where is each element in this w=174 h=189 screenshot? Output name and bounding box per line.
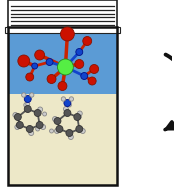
Circle shape — [36, 122, 43, 129]
Bar — [5, 27, 120, 33]
Circle shape — [88, 77, 96, 85]
Circle shape — [29, 130, 34, 136]
Circle shape — [61, 97, 66, 101]
Circle shape — [83, 36, 92, 46]
Circle shape — [18, 55, 30, 67]
Circle shape — [64, 109, 71, 116]
Circle shape — [38, 107, 43, 112]
Circle shape — [81, 73, 88, 80]
Circle shape — [50, 129, 54, 133]
Circle shape — [76, 49, 83, 56]
Circle shape — [76, 125, 83, 132]
Circle shape — [74, 114, 81, 121]
Bar — [8, 94, 117, 185]
Circle shape — [67, 103, 71, 107]
Circle shape — [24, 95, 31, 102]
Bar — [8, 27, 117, 94]
Circle shape — [36, 127, 40, 131]
Circle shape — [32, 63, 38, 69]
Circle shape — [26, 73, 34, 81]
Circle shape — [15, 125, 20, 129]
Circle shape — [35, 50, 45, 60]
Circle shape — [24, 105, 31, 112]
Circle shape — [64, 99, 71, 106]
Circle shape — [75, 60, 84, 68]
Circle shape — [54, 129, 60, 133]
Circle shape — [14, 114, 21, 121]
Circle shape — [46, 59, 53, 66]
Circle shape — [56, 125, 63, 132]
Circle shape — [54, 118, 61, 125]
Circle shape — [90, 64, 99, 74]
Circle shape — [58, 81, 67, 91]
Circle shape — [26, 102, 30, 106]
Circle shape — [64, 106, 68, 112]
Circle shape — [47, 74, 56, 84]
Circle shape — [69, 97, 74, 101]
Circle shape — [57, 59, 73, 75]
Circle shape — [80, 129, 85, 133]
Circle shape — [22, 93, 26, 97]
Circle shape — [16, 122, 23, 129]
Circle shape — [77, 115, 81, 119]
Circle shape — [43, 112, 47, 116]
Circle shape — [13, 112, 18, 118]
Circle shape — [30, 93, 34, 97]
Bar — [8, 0, 117, 29]
Circle shape — [24, 102, 29, 108]
Circle shape — [53, 116, 57, 122]
Circle shape — [66, 129, 73, 136]
Circle shape — [26, 125, 33, 132]
Circle shape — [34, 109, 41, 116]
Bar — [8, 27, 117, 185]
Circle shape — [41, 125, 46, 129]
Circle shape — [68, 135, 73, 139]
Circle shape — [77, 111, 82, 116]
Circle shape — [60, 27, 74, 41]
